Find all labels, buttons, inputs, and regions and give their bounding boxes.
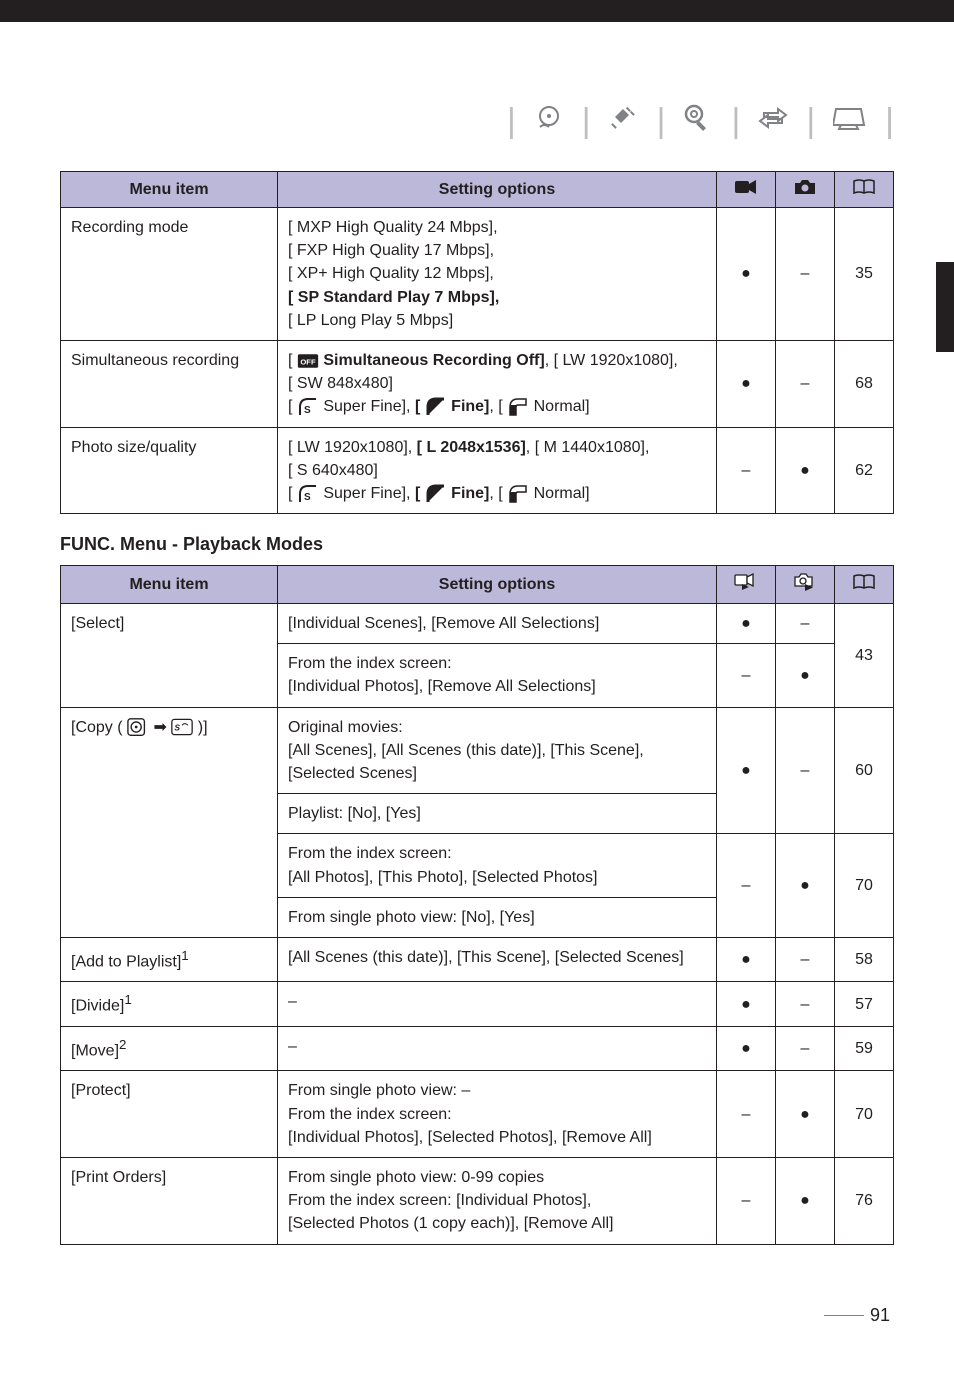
menu-cell: [Print Orders] <box>61 1158 278 1245</box>
th-movie-icon <box>717 172 776 208</box>
menu-cell: Recording mode <box>61 208 278 341</box>
settings-icon <box>683 103 713 141</box>
photo-cell: ● <box>776 644 835 707</box>
photo-cell: – <box>776 937 835 982</box>
settings-cell: – <box>278 1026 717 1071</box>
movie-cell: ● <box>717 1026 776 1071</box>
page-cell: 62 <box>835 427 894 514</box>
svg-text:S: S <box>304 492 311 503</box>
th-menu: Menu item <box>61 172 278 208</box>
photo-cell: ● <box>776 427 835 514</box>
menu-cell: [Select] <box>61 604 278 708</box>
movie-cell: ● <box>717 982 776 1027</box>
th-camera-icon <box>776 172 835 208</box>
menu-cell: [Copy ( ➡ S )] <box>61 707 278 937</box>
page-cell: 35 <box>835 208 894 341</box>
photo-cell: ● <box>776 834 835 938</box>
svg-text:OFF: OFF <box>300 357 316 366</box>
th-book-icon2 <box>835 566 894 604</box>
plug-icon <box>609 103 639 141</box>
movie-cell: ● <box>717 340 776 427</box>
movie-cell: – <box>717 1158 776 1245</box>
th-play-movie-icon <box>717 566 776 604</box>
disc-hand-icon <box>534 103 564 141</box>
th-play-photo-icon <box>776 566 835 604</box>
svg-text:S: S <box>175 723 181 733</box>
section-title: FUNC. Menu - Playback Modes <box>60 534 894 555</box>
movie-cell: – <box>717 644 776 707</box>
settings-cell: Original movies:[All Scenes], [All Scene… <box>278 707 717 794</box>
settings-cell: [ LW 1920x1080], [ L 2048x1536], [ M 144… <box>278 427 717 514</box>
movie-cell: ● <box>717 707 776 834</box>
th-book-icon <box>835 172 894 208</box>
th-settings: Setting options <box>278 172 717 208</box>
settings-cell: [All Scenes (this date)], [This Scene], … <box>278 937 717 982</box>
page-cell: 43 <box>835 604 894 708</box>
menu-cell: [Move]2 <box>61 1026 278 1071</box>
settings-cell: [ OFF Simultaneous Recording Off], [ LW … <box>278 340 717 427</box>
photo-cell: ● <box>776 1071 835 1158</box>
header-icon-row: | | | | | | <box>60 102 894 141</box>
settings-cell: [ MXP High Quality 24 Mbps],[ FXP High Q… <box>278 208 717 341</box>
movie-cell: ● <box>717 208 776 341</box>
settings-cell: From the index screen:[Individual Photos… <box>278 644 717 707</box>
movie-cell: – <box>717 427 776 514</box>
page-cell: 57 <box>835 982 894 1027</box>
photo-cell: – <box>776 208 835 341</box>
settings-cell: Playlist: [No], [Yes] <box>278 794 717 834</box>
menu-cell: Simultaneous recording <box>61 340 278 427</box>
settings-cell: [Individual Scenes], [Remove All Selecti… <box>278 604 717 644</box>
photo-cell: ● <box>776 1158 835 1245</box>
settings-cell: From single photo view: –From the index … <box>278 1071 717 1158</box>
movie-cell: ● <box>717 937 776 982</box>
settings-cell: From single photo view: 0-99 copiesFrom … <box>278 1158 717 1245</box>
page-cell: 58 <box>835 937 894 982</box>
movie-cell: – <box>717 1071 776 1158</box>
menu-cell: [Add to Playlist]1 <box>61 937 278 982</box>
transfer-icon <box>758 103 788 141</box>
screen-icon <box>833 103 867 141</box>
photo-cell: – <box>776 604 835 644</box>
page-cell: 70 <box>835 834 894 938</box>
movie-cell: – <box>717 834 776 938</box>
settings-cell: From the index screen:[All Photos], [Thi… <box>278 834 717 897</box>
page-cell: 70 <box>835 1071 894 1158</box>
svg-text:S: S <box>304 405 311 416</box>
recording-table: Menu item Setting options Recording mode… <box>60 171 894 514</box>
page-cell: 59 <box>835 1026 894 1071</box>
menu-cell: [Divide]1 <box>61 982 278 1027</box>
th-menu2: Menu item <box>61 566 278 604</box>
menu-cell: Photo size/quality <box>61 427 278 514</box>
page-cell: 76 <box>835 1158 894 1245</box>
photo-cell: – <box>776 707 835 834</box>
page-cell: 68 <box>835 340 894 427</box>
top-black-bar <box>0 0 954 22</box>
photo-cell: – <box>776 1026 835 1071</box>
menu-cell: [Protect] <box>61 1071 278 1158</box>
page-cell: 60 <box>835 707 894 834</box>
settings-cell: From single photo view: [No], [Yes] <box>278 897 717 937</box>
page-number: 91 <box>60 1305 894 1326</box>
photo-cell: – <box>776 982 835 1027</box>
movie-cell: ● <box>717 604 776 644</box>
playback-table: Menu item Setting options [Select][Indiv… <box>60 565 894 1245</box>
photo-cell: – <box>776 340 835 427</box>
side-tab <box>936 262 954 352</box>
settings-cell: – <box>278 982 717 1027</box>
th-settings2: Setting options <box>278 566 717 604</box>
